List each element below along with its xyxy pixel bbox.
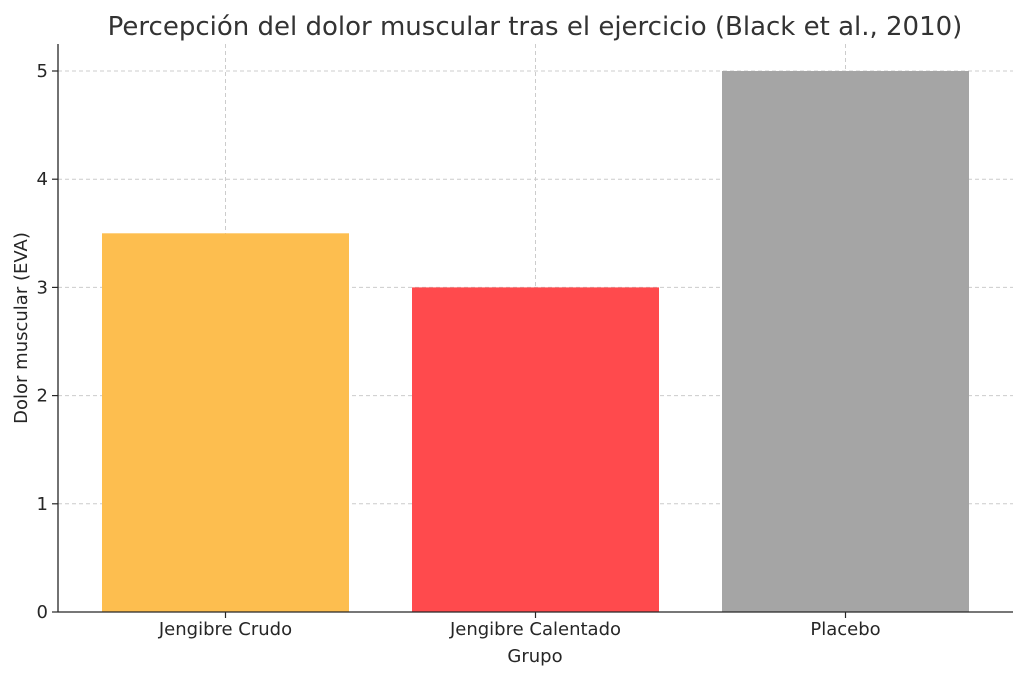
- y-tick-label: 0: [37, 602, 48, 623]
- y-tick-label: 1: [37, 494, 48, 515]
- y-tick-label: 3: [37, 277, 48, 298]
- x-tick-label: Jengibre Calentado: [449, 619, 621, 640]
- bar: [722, 71, 969, 612]
- bar: [102, 233, 349, 613]
- ticks-layer: 0 1 2 3 4 5 Jengibre Crudo Jengibre Calentado Pl…: [37, 61, 881, 640]
- bar: [412, 287, 659, 612]
- x-tick-label: Placebo: [810, 619, 880, 640]
- chart-title: Percepción del dolor muscular tras el ej…: [108, 12, 963, 42]
- y-tick-label: 5: [37, 61, 48, 82]
- y-axis-label: Dolor muscular (EVA): [11, 232, 32, 424]
- y-tick-label: 2: [37, 386, 48, 407]
- y-tick-label: 4: [37, 169, 48, 190]
- x-axis-label: Grupo: [507, 646, 562, 667]
- x-tick-label: Jengibre Crudo: [158, 619, 292, 640]
- bars-layer: [102, 71, 969, 613]
